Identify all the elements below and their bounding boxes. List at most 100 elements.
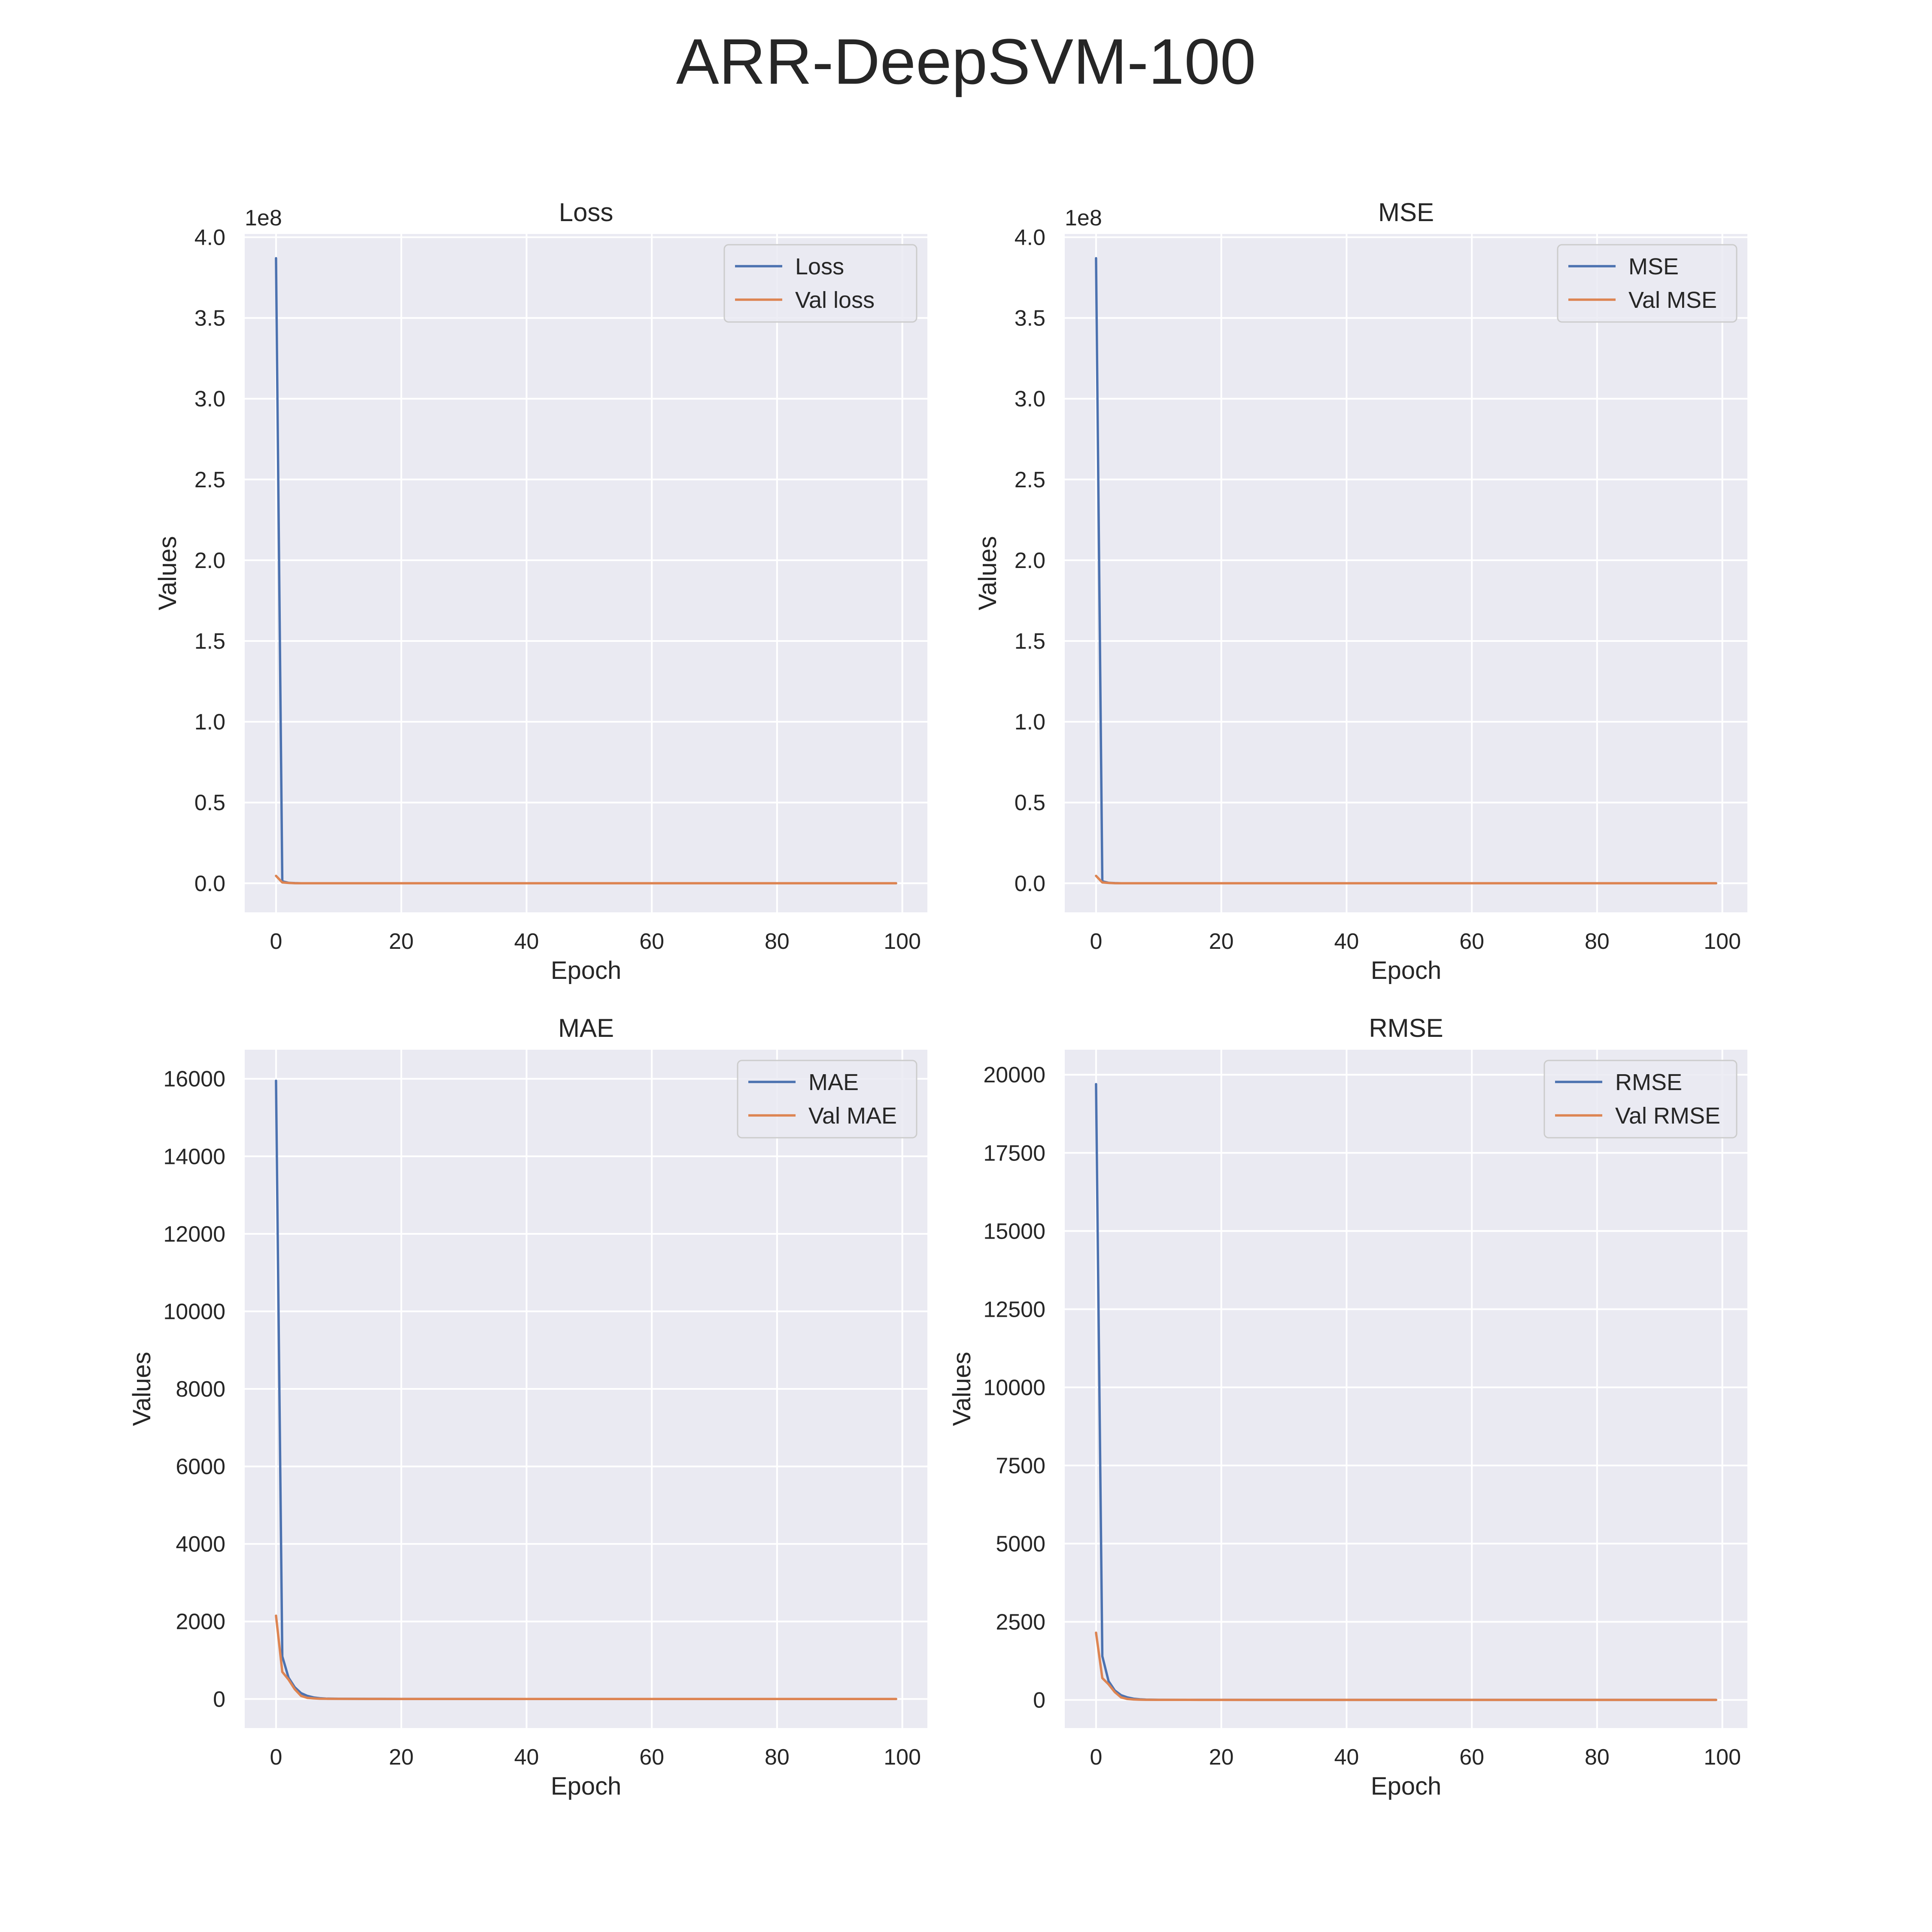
mae-y-tick-label: 16000 — [163, 1067, 225, 1092]
mse-series-line-val-mse — [1095, 875, 1717, 885]
mse-title: MSE — [1378, 198, 1434, 227]
subplot-grid: 0 20 40 60 80 100 0.0 0.5 1.0 1.5 2.0 2.5 3.0 3.5 4.0 1… — [128, 198, 1747, 1800]
mae-legend-label-mae: MAE — [808, 1069, 859, 1095]
mse-y-tick-label: 1.0 — [1015, 710, 1045, 735]
mse-y-tick-label: 4.0 — [1015, 225, 1045, 250]
loss-legend-label-loss: Loss — [795, 254, 844, 279]
mse-legend-label-mse: MSE — [1628, 254, 1679, 279]
mse-y-tick-label: 2.0 — [1015, 548, 1045, 573]
rmse-x-tick-label: 20 — [1209, 1745, 1234, 1770]
mae-x-tick-label: 80 — [765, 1745, 790, 1770]
mse-x-tick-label: 40 — [1334, 929, 1359, 954]
mse-legend: MSE Val MSE — [1557, 244, 1738, 323]
rmse-x-tick-label: 80 — [1585, 1745, 1610, 1770]
mse-x-tick-label: 100 — [1704, 929, 1741, 954]
mae-panel: 0 20 40 60 80 100 0 2000 4000 6000 8000 10000 12000 1… — [128, 1014, 927, 1800]
rmse-y-tick-label: 15000 — [983, 1219, 1045, 1244]
mae-x-tick-label: 60 — [639, 1745, 664, 1770]
loss-y-tick-label: 1.0 — [194, 710, 225, 735]
mse-x-tick-label: 80 — [1585, 929, 1610, 954]
loss-y-axis-label: Values — [154, 536, 182, 610]
mse-y-tick-label: 1.5 — [1015, 629, 1045, 654]
mse-series-group — [1095, 257, 1717, 885]
mae-x-tick-label: 20 — [389, 1745, 414, 1770]
loss-y-tick-label: 1.5 — [194, 629, 225, 654]
mse-x-tick-label: 0 — [1090, 929, 1102, 954]
figure-title: ARR-DeepSVM-100 — [676, 25, 1256, 97]
rmse-legend: RMSE Val RMSE — [1543, 1060, 1738, 1139]
loss-x-tick-label: 0 — [270, 929, 282, 954]
mse-axis-offset-label: 1e8 — [1065, 206, 1102, 231]
rmse-x-tick-label: 100 — [1704, 1745, 1741, 1770]
loss-plot-area — [245, 234, 927, 912]
loss-y-tick-label: 3.0 — [194, 387, 225, 412]
mae-legend: MAE Val MAE — [737, 1060, 917, 1139]
loss-axis-offset-label: 1e8 — [245, 206, 282, 231]
loss-x-tick-label: 80 — [765, 929, 790, 954]
mae-x-axis-label: Epoch — [551, 1772, 621, 1800]
rmse-x-tick-label: 0 — [1090, 1745, 1102, 1770]
loss-y-tick-label: 3.5 — [194, 306, 225, 331]
mae-legend-box — [737, 1060, 917, 1139]
mae-y-tick-label: 4000 — [176, 1532, 225, 1557]
mse-panel: 0 20 40 60 80 100 0.0 0.5 1.0 1.5 2.0 2.5 3.0 3.5 4.0 1… — [974, 198, 1747, 984]
rmse-y-tick-label: 5000 — [996, 1531, 1045, 1556]
mse-y-tick-label: 3.0 — [1015, 387, 1045, 412]
mse-y-tick-label: 2.5 — [1015, 468, 1045, 492]
rmse-series-line-val-rmse — [1095, 1631, 1717, 1701]
rmse-y-tick-label: 0 — [1033, 1688, 1045, 1713]
rmse-y-tick-label: 2500 — [996, 1610, 1045, 1634]
mae-y-tick-label: 14000 — [163, 1144, 225, 1169]
rmse-y-tick-label: 20000 — [983, 1063, 1045, 1088]
mse-y-axis-label: Values — [974, 536, 1002, 610]
mse-y-tick-label: 0.0 — [1015, 871, 1045, 896]
rmse-y-tick-label: 10000 — [983, 1375, 1045, 1400]
loss-x-tick-label: 100 — [884, 929, 921, 954]
mae-legend-label-val-mae: Val MAE — [808, 1103, 897, 1129]
loss-x-tick-label: 60 — [639, 929, 664, 954]
mae-y-tick-label: 12000 — [163, 1222, 225, 1247]
mae-series-group — [275, 1079, 897, 1700]
mse-y-tick-label: 3.5 — [1015, 306, 1045, 331]
loss-series-group — [275, 257, 897, 885]
loss-x-tick-label: 40 — [514, 929, 539, 954]
mae-title: MAE — [558, 1014, 614, 1042]
mae-x-tick-label: 40 — [514, 1745, 539, 1770]
mae-y-axis-label: Values — [128, 1352, 156, 1426]
mae-x-tick-label: 100 — [884, 1745, 921, 1770]
loss-y-tick-label: 0.0 — [194, 871, 225, 896]
mse-plot-area — [1065, 234, 1747, 912]
mse-legend-box — [1557, 244, 1738, 323]
rmse-x-axis-label: Epoch — [1371, 1772, 1441, 1800]
rmse-series-group — [1095, 1083, 1717, 1701]
rmse-x-tick-label: 60 — [1459, 1745, 1484, 1770]
rmse-legend-box — [1543, 1060, 1738, 1139]
mae-series-line-val-mae — [275, 1614, 897, 1700]
loss-x-tick-label: 20 — [389, 929, 414, 954]
loss-x-axis-label: Epoch — [551, 957, 621, 984]
rmse-legend-label-rmse: RMSE — [1615, 1069, 1682, 1095]
loss-y-tick-label: 4.0 — [194, 225, 225, 250]
rmse-plot-area — [1065, 1050, 1747, 1728]
mae-y-tick-label: 2000 — [176, 1610, 225, 1634]
loss-legend: Loss Val loss — [723, 244, 917, 323]
mae-x-tick-label: 0 — [270, 1745, 282, 1770]
loss-legend-box — [723, 244, 917, 323]
rmse-y-tick-label: 12500 — [983, 1297, 1045, 1322]
rmse-legend-label-val-rmse: Val RMSE — [1615, 1103, 1720, 1129]
mae-y-tick-label: 6000 — [176, 1455, 225, 1479]
mse-legend-label-val-mse: Val MSE — [1628, 287, 1717, 313]
loss-panel: 0 20 40 60 80 100 0.0 0.5 1.0 1.5 2.0 2.5 3.0 3.5 4.0 1… — [154, 198, 927, 984]
rmse-y-tick-label: 17500 — [983, 1141, 1045, 1166]
loss-y-tick-label: 2.5 — [194, 468, 225, 492]
rmse-y-axis-label: Values — [948, 1352, 976, 1426]
loss-y-tick-label: 0.5 — [194, 790, 225, 815]
rmse-panel: 0 20 40 60 80 100 0 2500 5000 7500 10000 12500 15000… — [948, 1014, 1747, 1800]
mse-x-axis-label: Epoch — [1371, 957, 1441, 984]
mae-y-tick-label: 10000 — [163, 1299, 225, 1324]
mse-x-tick-label: 60 — [1459, 929, 1484, 954]
loss-title: Loss — [559, 198, 614, 227]
mse-x-tick-label: 20 — [1209, 929, 1234, 954]
loss-legend-label-val-loss: Val loss — [795, 287, 875, 313]
